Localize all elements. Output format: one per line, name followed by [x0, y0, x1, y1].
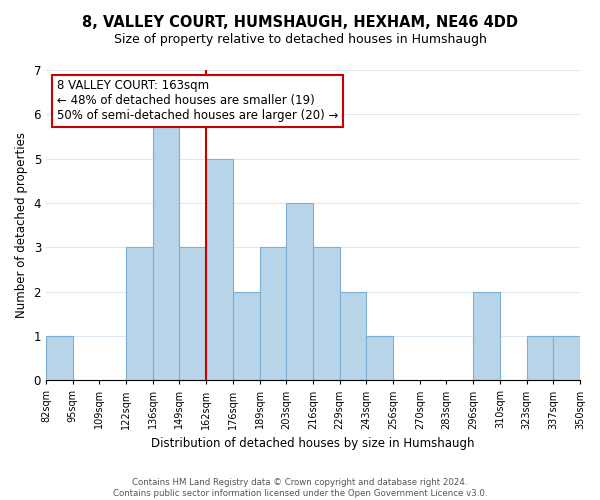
Bar	[367, 336, 393, 380]
Bar	[46, 336, 73, 380]
Bar	[313, 248, 340, 380]
Bar	[179, 248, 206, 380]
Bar	[260, 248, 286, 380]
Bar	[233, 292, 260, 380]
Bar	[473, 292, 500, 380]
Bar	[206, 158, 233, 380]
Bar	[340, 292, 367, 380]
Bar	[126, 248, 153, 380]
Text: 8, VALLEY COURT, HUMSHAUGH, HEXHAM, NE46 4DD: 8, VALLEY COURT, HUMSHAUGH, HEXHAM, NE46…	[82, 15, 518, 30]
Bar	[527, 336, 553, 380]
Y-axis label: Number of detached properties: Number of detached properties	[15, 132, 28, 318]
Text: Contains HM Land Registry data © Crown copyright and database right 2024.
Contai: Contains HM Land Registry data © Crown c…	[113, 478, 487, 498]
Text: 8 VALLEY COURT: 163sqm
← 48% of detached houses are smaller (19)
50% of semi-det: 8 VALLEY COURT: 163sqm ← 48% of detached…	[56, 80, 338, 122]
Bar	[286, 203, 313, 380]
X-axis label: Distribution of detached houses by size in Humshaugh: Distribution of detached houses by size …	[151, 437, 475, 450]
Bar	[553, 336, 580, 380]
Bar	[153, 114, 179, 380]
Text: Size of property relative to detached houses in Humshaugh: Size of property relative to detached ho…	[113, 32, 487, 46]
